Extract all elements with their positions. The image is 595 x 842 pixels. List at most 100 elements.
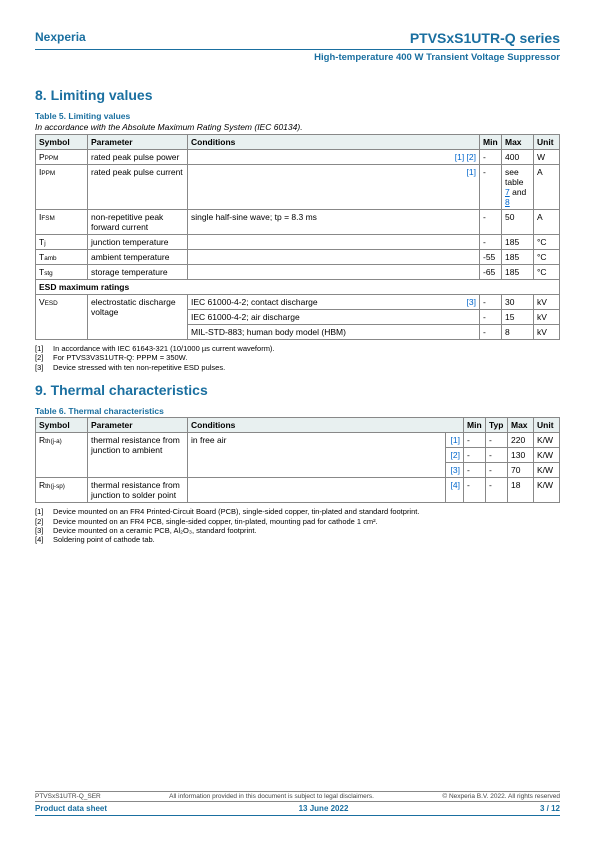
- table-cell: [188, 478, 446, 503]
- table-cell: 18: [508, 478, 534, 503]
- table-cell: -: [464, 478, 486, 503]
- table-cell: K/W: [534, 463, 560, 478]
- table-cell: [188, 235, 480, 250]
- disclaimer: All information provided in this documen…: [169, 793, 374, 800]
- table-cell: 8: [502, 325, 534, 340]
- subtitle: High-temperature 400 W Transient Voltage…: [35, 52, 560, 63]
- col-header: Max: [508, 418, 534, 433]
- table-cell: -: [464, 448, 486, 463]
- footer-right: 3 / 12: [540, 804, 560, 813]
- col-parameter: Parameter: [88, 135, 188, 150]
- table-cell: -55: [480, 250, 502, 265]
- table-cell: IPPM: [36, 165, 88, 210]
- table-cell: rated peak pulse current: [88, 165, 188, 210]
- table-cell: Rth(j-a): [36, 433, 88, 478]
- table-cell: K/W: [534, 433, 560, 448]
- table5-title: Table 5. Limiting values: [35, 111, 560, 121]
- table-cell: Tamb: [36, 250, 88, 265]
- table-cell: kV: [534, 325, 560, 340]
- table-cell: [188, 250, 480, 265]
- table-cell: -: [486, 463, 508, 478]
- table5: Symbol Parameter Conditions Min Max Unit…: [35, 134, 560, 340]
- table-cell: see table 7 and 8: [502, 165, 534, 210]
- table6: SymbolParameterConditionsMinTypMaxUnit R…: [35, 417, 560, 503]
- table-cell: kV: [534, 295, 560, 310]
- table-cell: -: [480, 325, 502, 340]
- table-cell: in free air: [188, 433, 446, 478]
- table-cell: [4]: [446, 478, 464, 503]
- table-cell: MIL-STD-883; human body model (HBM): [188, 325, 480, 340]
- table-cell: 70: [508, 463, 534, 478]
- table-cell: 220: [508, 433, 534, 448]
- col-header: Typ: [486, 418, 508, 433]
- table-cell: [3]: [446, 463, 464, 478]
- table-cell: electrostatic discharge voltage: [88, 295, 188, 340]
- table-cell: -: [480, 210, 502, 235]
- esd-subheader: ESD maximum ratings: [36, 280, 560, 295]
- page-footer: PTVSxS1UTR-Q_SER All information provide…: [35, 791, 560, 816]
- table-cell: -: [480, 310, 502, 325]
- table-cell: thermal resistance from junction to sold…: [88, 478, 188, 503]
- table-cell: -: [464, 433, 486, 448]
- table-cell: -: [464, 463, 486, 478]
- table-cell: 130: [508, 448, 534, 463]
- col-header: Min: [464, 418, 486, 433]
- table-cell: 50: [502, 210, 534, 235]
- table-cell: storage temperature: [88, 265, 188, 280]
- table-cell: PPPM: [36, 150, 88, 165]
- table-cell: Rth(j-sp): [36, 478, 88, 503]
- table-cell: A: [534, 210, 560, 235]
- table-cell: 185: [502, 265, 534, 280]
- table-cell: °C: [534, 265, 560, 280]
- table-cell: °C: [534, 250, 560, 265]
- table-cell: IEC 61000-4-2; air discharge: [188, 310, 480, 325]
- table-cell: rated peak pulse power: [88, 150, 188, 165]
- section9-title: 9. Thermal characteristics: [35, 382, 560, 398]
- table-cell: -: [480, 295, 502, 310]
- table-cell: -: [486, 433, 508, 448]
- table-cell: 185: [502, 250, 534, 265]
- col-unit: Unit: [534, 135, 560, 150]
- table-cell: -: [480, 235, 502, 250]
- table-cell: -: [486, 448, 508, 463]
- doc-id: PTVSxS1UTR-Q_SER: [35, 793, 101, 800]
- product-title: PTVSxS1UTR-Q series: [410, 30, 560, 46]
- table-cell: kV: [534, 310, 560, 325]
- table6-footnotes: [1]Device mounted on an FR4 Printed-Circ…: [35, 507, 560, 545]
- table-cell: [1] [2]: [188, 150, 480, 165]
- table-cell: [1]: [446, 433, 464, 448]
- brand: Nexperia: [35, 30, 86, 46]
- col-header: Conditions: [188, 418, 464, 433]
- col-max: Max: [502, 135, 534, 150]
- table6-title: Table 6. Thermal characteristics: [35, 406, 560, 416]
- table-cell: -: [480, 165, 502, 210]
- table-cell: ambient temperature: [88, 250, 188, 265]
- table-cell: W: [534, 150, 560, 165]
- table-cell: 30: [502, 295, 534, 310]
- table-cell: [188, 265, 480, 280]
- col-header: Symbol: [36, 418, 88, 433]
- table-cell: °C: [534, 235, 560, 250]
- table-cell: Tj: [36, 235, 88, 250]
- col-symbol: Symbol: [36, 135, 88, 150]
- col-header: Unit: [534, 418, 560, 433]
- table-cell: -: [486, 478, 508, 503]
- table-cell: [2]: [446, 448, 464, 463]
- section8-title: 8. Limiting values: [35, 87, 560, 103]
- table-cell: 185: [502, 235, 534, 250]
- col-conditions: Conditions: [188, 135, 480, 150]
- table-cell: VESD: [36, 295, 88, 340]
- table-cell: -: [480, 150, 502, 165]
- table-cell: single half-sine wave; tp = 8.3 ms: [188, 210, 480, 235]
- table-cell: IFSM: [36, 210, 88, 235]
- table-cell: K/W: [534, 478, 560, 503]
- table5-desc: In accordance with the Absolute Maximum …: [35, 122, 560, 132]
- footer-left: Product data sheet: [35, 804, 107, 813]
- col-min: Min: [480, 135, 502, 150]
- table-cell: A: [534, 165, 560, 210]
- table-cell: 15: [502, 310, 534, 325]
- table-cell: [1]: [188, 165, 480, 210]
- table-cell: IEC 61000-4-2; contact discharge[3]: [188, 295, 480, 310]
- table-cell: -65: [480, 265, 502, 280]
- col-header: Parameter: [88, 418, 188, 433]
